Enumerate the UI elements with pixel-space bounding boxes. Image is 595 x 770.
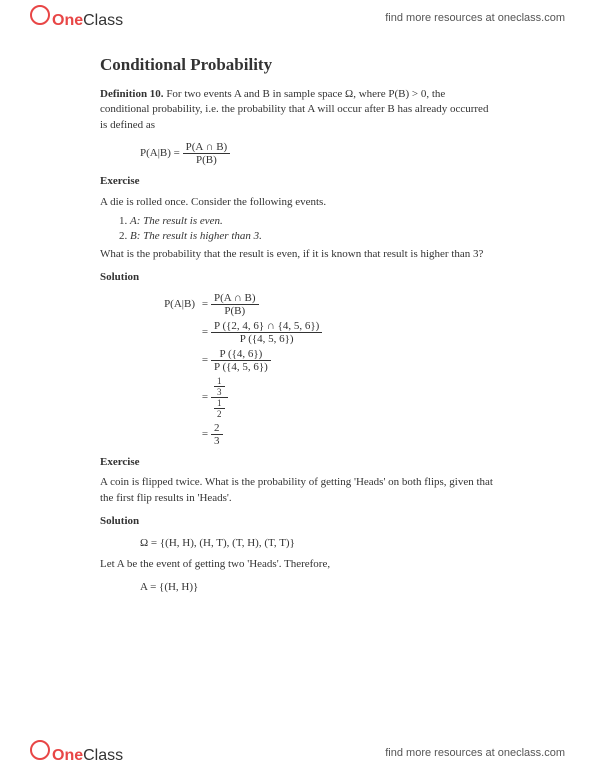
sol1-step1-num: P(A ∩ B) — [211, 292, 259, 305]
formula-lhs: P(A|B) = — [140, 147, 180, 159]
logo-bottom: One Class — [30, 740, 123, 765]
sol1-step3-num: P ({4, 6}) — [211, 348, 271, 361]
logo-text-class: Class — [83, 747, 123, 765]
exercise1-question: What is the probability that the result … — [100, 247, 495, 262]
sol1-step5-num: 2 — [211, 422, 223, 435]
page-content: Conditional Probability Definition 10. F… — [0, 0, 595, 641]
logo-top: One Class — [30, 5, 123, 30]
sol1-lhs: P(A|B) — [140, 298, 199, 310]
sol1-step1-den: P(B) — [211, 305, 259, 317]
logo-circle-icon — [30, 5, 50, 25]
sol1-step3-den: P ({4, 5, 6}) — [211, 361, 271, 373]
exercise1-item2: B: The result is higher than 3. — [130, 230, 495, 242]
resources-link-bottom[interactable]: find more resources at oneclass.com — [385, 747, 565, 759]
definition-text: Definition 10. For two events A and B in… — [100, 87, 495, 133]
formula-denominator: P(B) — [183, 154, 231, 166]
resources-link-top[interactable]: find more resources at oneclass.com — [385, 12, 565, 24]
solution1-label: Solution — [100, 270, 495, 285]
solution2-let: Let A be the event of getting two 'Heads… — [100, 557, 495, 572]
exercise1-intro: A die is rolled once. Consider the follo… — [100, 195, 495, 210]
solution1-derivation: P(A|B) = P(A ∩ B) P(B) = P ({2, 4, 6} ∩ … — [140, 292, 495, 447]
definition-label: Definition 10. — [100, 88, 164, 100]
definition-formula: P(A|B) = P(A ∩ B) P(B) — [140, 141, 495, 166]
page-title: Conditional Probability — [100, 55, 495, 75]
solution2-a-set: A = {(H, H)} — [140, 581, 495, 593]
solution2-omega: Ω = {(H, H), (H, T), (T, H), (T, T)} — [140, 537, 495, 549]
exercise1-label: Exercise — [100, 174, 495, 189]
exercise1-item1: A: The result is even. — [130, 215, 495, 227]
header-watermark: One Class find more resources at oneclas… — [0, 0, 595, 35]
footer-watermark: One Class find more resources at oneclas… — [0, 735, 595, 770]
logo-text-class: Class — [83, 12, 123, 30]
logo-text-one: One — [52, 12, 83, 30]
logo-circle-icon — [30, 740, 50, 760]
formula-numerator: P(A ∩ B) — [183, 141, 231, 154]
exercise1-list: A: The result is even. B: The result is … — [100, 215, 495, 242]
sol1-step2-den: P ({4, 5, 6}) — [211, 333, 322, 345]
sol1-step2-num: P ({2, 4, 6} ∩ {4, 5, 6}) — [211, 320, 322, 333]
logo-text-one: One — [52, 747, 83, 765]
sol1-step4: 1 3 1 2 — [211, 376, 228, 419]
exercise2-text: A coin is flipped twice. What is the pro… — [100, 475, 495, 506]
sol1-step5-den: 3 — [211, 435, 223, 447]
exercise2-label: Exercise — [100, 455, 495, 470]
solution2-label: Solution — [100, 514, 495, 529]
